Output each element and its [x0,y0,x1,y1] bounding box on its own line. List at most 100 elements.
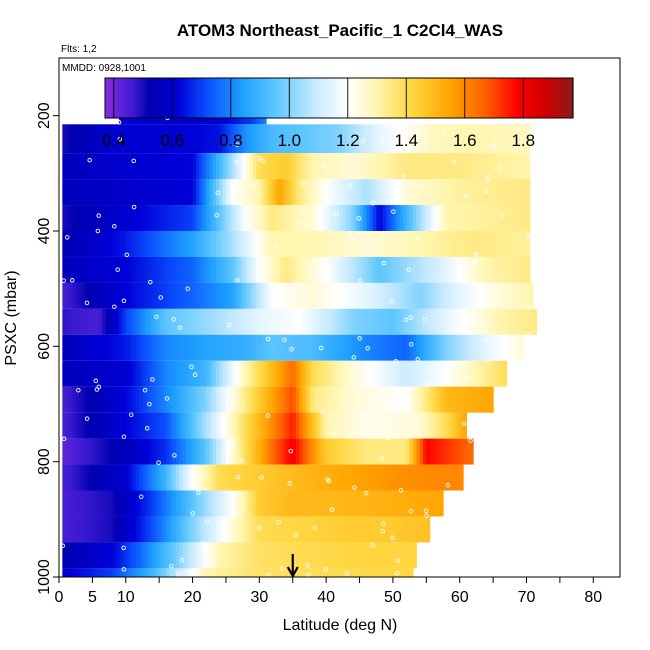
heatmap-cell [299,412,304,439]
heatmap-cell [132,308,137,335]
heatmap-cell [409,334,414,361]
heatmap-cell [369,308,374,335]
heatmap-cell [222,438,227,465]
heatmap-cell [453,308,457,335]
heatmap-cell [483,256,488,283]
heatmap-cell [155,542,160,569]
sample-point [415,357,421,362]
heatmap-cell [205,205,210,231]
heatmap-cell [299,282,304,309]
heatmap-cell [235,386,240,413]
heatmap-cell [396,438,401,465]
heatmap-cell [65,386,70,413]
heatmap-cell [349,256,354,283]
heatmap-cell [392,153,397,180]
heatmap-cell [215,490,220,517]
heatmap-cell [296,179,301,206]
heatmap-cell [329,412,334,439]
heatmap-cell [322,231,327,257]
heatmap-cell [382,308,387,335]
heatmap-cell [282,282,287,309]
sample-point [121,545,126,551]
heatmap-cell [302,282,307,309]
heatmap-cell [189,282,194,309]
heatmap-cell [322,490,327,517]
heatmap-cell [219,438,224,465]
heatmap-cell [483,153,488,180]
heatmap-cell [215,412,220,439]
heatmap-cell [65,153,70,180]
heatmap-cell [142,568,147,577]
heatmap-cell [299,124,304,154]
heatmap-cell [396,153,401,180]
colorbar-cell [494,78,498,118]
heatmap-cell [212,464,217,491]
heatmap-cell [392,464,397,491]
sample-point [499,213,504,218]
heatmap-cell [479,386,484,413]
heatmap-cell [392,256,397,283]
heatmap-cell [79,282,83,309]
heatmap-cell [109,386,114,413]
heatmap-cell [443,231,447,257]
heatmap-cell [69,412,73,439]
heatmap-cell [69,490,73,517]
heatmap-cell [212,568,217,577]
heatmap-cell [306,308,311,335]
heatmap-cell [309,464,314,491]
heatmap-cell [352,124,357,154]
sample-point [200,540,206,546]
heatmap-cell [309,153,314,180]
heatmap-cell [269,153,274,180]
heatmap-cell [292,205,297,231]
heatmap-cell [456,153,461,180]
heatmap-cell [366,490,371,517]
heatmap-cell [419,438,424,465]
heatmap-cell [122,282,127,309]
sample-point [388,400,393,405]
heatmap-cell [376,386,381,413]
heatmap-cell [92,386,97,413]
heatmap-cell [139,124,144,154]
heatmap-cell [486,256,491,283]
heatmap-cell [396,334,401,361]
heatmap-cell [306,360,311,387]
heatmap-cell [369,542,374,569]
colorbar-cell [274,78,279,118]
heatmap-cell [412,412,417,439]
heatmap-cell [235,568,240,577]
heatmap-cell [289,124,294,154]
heatmap-cell [279,256,284,283]
heatmap-cell [392,179,397,206]
heatmap-cell [359,386,364,413]
heatmap-cell [479,256,484,283]
heatmap-cell [89,464,93,491]
heatmap-cell [286,568,291,577]
heatmap-cell [469,153,474,180]
heatmap-cell [526,231,531,257]
heatmap-cell [376,153,381,180]
heatmap-cell [112,179,117,206]
heatmap-cell [399,205,404,231]
heatmap-cell [212,490,217,517]
sample-point [431,225,437,231]
heatmap-cell [212,386,217,413]
heatmap-cell [135,308,140,335]
heatmap-cell [533,308,538,335]
heatmap-cell [239,542,244,569]
heatmap-cell [242,282,247,309]
heatmap-cell [289,386,294,413]
heatmap-cell [229,412,234,439]
heatmap-cell [256,386,260,413]
heatmap-cell [142,438,147,465]
heatmap-cell [499,205,504,231]
heatmap-cell [212,412,217,439]
heatmap-cell [443,124,447,154]
heatmap-cell [249,231,254,257]
heatmap-cell [269,542,274,569]
heatmap-cell [346,124,351,154]
heatmap-cell [179,542,184,569]
sample-point [527,305,533,310]
heatmap-cell [429,282,434,309]
heatmap-band [62,490,444,517]
